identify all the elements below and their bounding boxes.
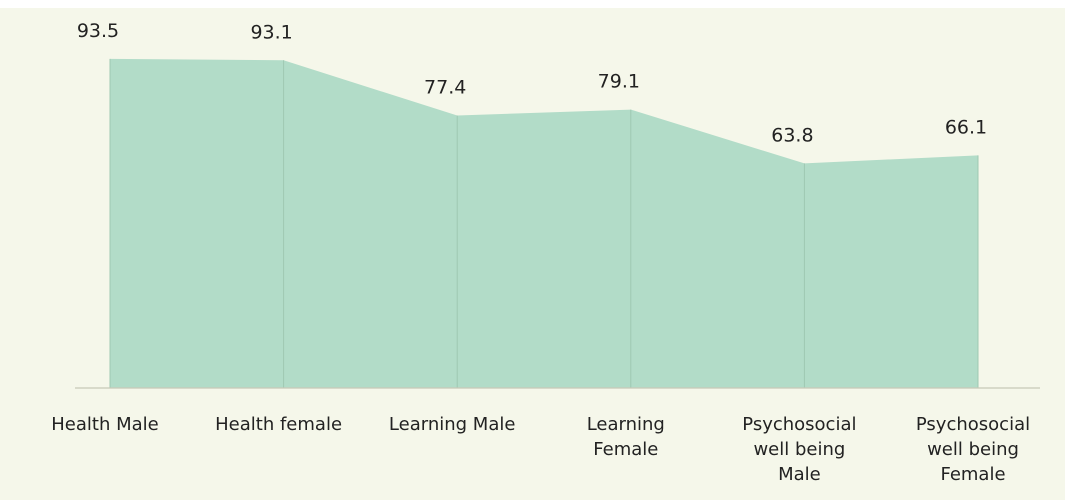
data-label: 79.1 [598, 71, 640, 93]
area [110, 58, 978, 388]
x-tick-label: Learning Male [388, 414, 516, 435]
data-label: 93.1 [250, 21, 292, 43]
chart: 93.5 93.1 77.4 79.1 63.8 66.1 [75, 20, 1040, 389]
x-tick-label: Psychosocial well being Male [742, 414, 857, 485]
x-tick-label: Psychosocial well being Female [915, 414, 1031, 485]
x-tick-label: Learning Female [586, 414, 665, 460]
data-label: 77.4 [424, 77, 466, 99]
x-tick-label: Health Male [51, 414, 159, 435]
data-label: 93.5 [77, 20, 119, 42]
x-tick-label: Health female [215, 414, 343, 435]
data-label: 63.8 [771, 124, 813, 146]
data-label: 66.1 [945, 116, 987, 138]
chart-area: 93.5 93.1 77.4 79.1 63.8 66.1 Health Male Heal… [0, 8, 1065, 500]
